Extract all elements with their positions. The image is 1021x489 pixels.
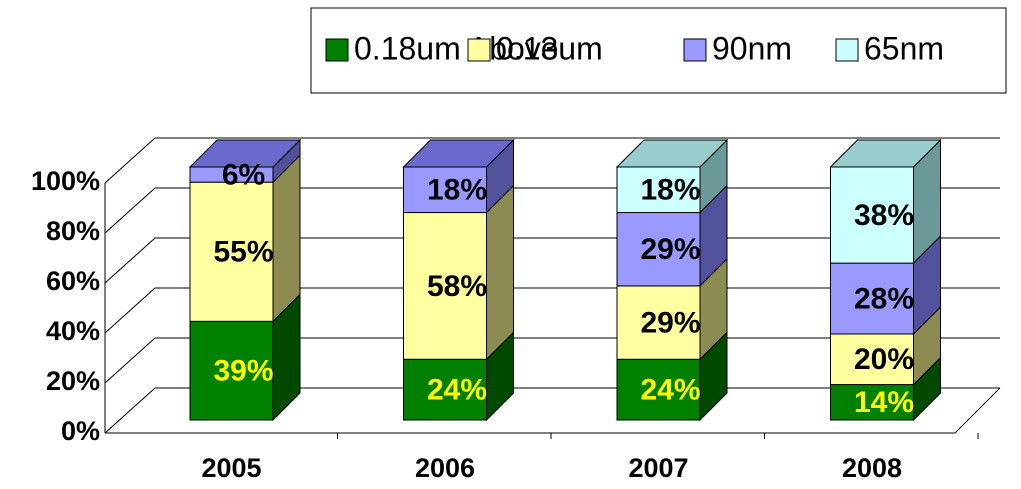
value-label: 28% bbox=[854, 282, 914, 315]
x-tick-label: 2006 bbox=[415, 453, 475, 483]
legend-label: 65nm bbox=[864, 30, 944, 66]
value-label: 39% bbox=[213, 355, 273, 388]
y-tick-label: 60% bbox=[46, 266, 100, 296]
value-label: 18% bbox=[427, 174, 487, 207]
value-label: 55% bbox=[213, 236, 273, 269]
value-label: 58% bbox=[427, 270, 487, 303]
x-tick-label: 2008 bbox=[842, 453, 902, 483]
bar-segment bbox=[403, 166, 487, 214]
legend-swatch bbox=[835, 38, 859, 62]
grid-line bbox=[104, 137, 1000, 184]
legend-box bbox=[310, 7, 1007, 94]
bar-top bbox=[402, 139, 515, 168]
y-tick-label: 80% bbox=[46, 216, 100, 246]
bar-segment bbox=[616, 212, 701, 287]
bar-segment bbox=[189, 320, 274, 421]
bar-segment bbox=[830, 384, 914, 421]
bar-segment bbox=[830, 262, 914, 335]
value-label: 24% bbox=[640, 374, 700, 407]
value-label: 29% bbox=[640, 307, 700, 340]
bar-segment bbox=[403, 358, 487, 421]
value-label: 38% bbox=[854, 199, 914, 232]
legend-swatch bbox=[325, 38, 349, 62]
value-label: 18% bbox=[640, 174, 700, 207]
x-tick-label: 2007 bbox=[628, 453, 688, 483]
value-label: 20% bbox=[854, 343, 914, 376]
value-label: 6% bbox=[222, 159, 265, 192]
bar-segment bbox=[830, 333, 914, 386]
y-tick-label: 20% bbox=[46, 366, 100, 396]
value-label: 14% bbox=[854, 386, 914, 419]
bar-top bbox=[829, 139, 942, 168]
bar-segment bbox=[616, 358, 701, 421]
x-tick-label: 2005 bbox=[201, 453, 261, 483]
bar-top bbox=[615, 139, 729, 168]
legend-swatch bbox=[467, 38, 491, 62]
legend-label: 90nm bbox=[712, 30, 792, 66]
y-tick-label: 100% bbox=[31, 166, 100, 196]
legend-swatch bbox=[683, 38, 707, 62]
legend-label: 0.18um Above bbox=[354, 30, 559, 66]
bar-segment bbox=[189, 181, 274, 322]
bar-side bbox=[272, 153, 301, 323]
value-label: 24% bbox=[427, 374, 487, 407]
bar-side bbox=[486, 184, 514, 361]
floor-edge bbox=[105, 387, 1001, 434]
bar-top bbox=[188, 139, 302, 168]
legend-label: 0.13um bbox=[496, 30, 603, 66]
y-tick-label: 40% bbox=[46, 316, 100, 346]
y-tick-label: 0% bbox=[61, 416, 100, 446]
bar-segment bbox=[616, 166, 701, 214]
value-label: 29% bbox=[640, 233, 700, 266]
